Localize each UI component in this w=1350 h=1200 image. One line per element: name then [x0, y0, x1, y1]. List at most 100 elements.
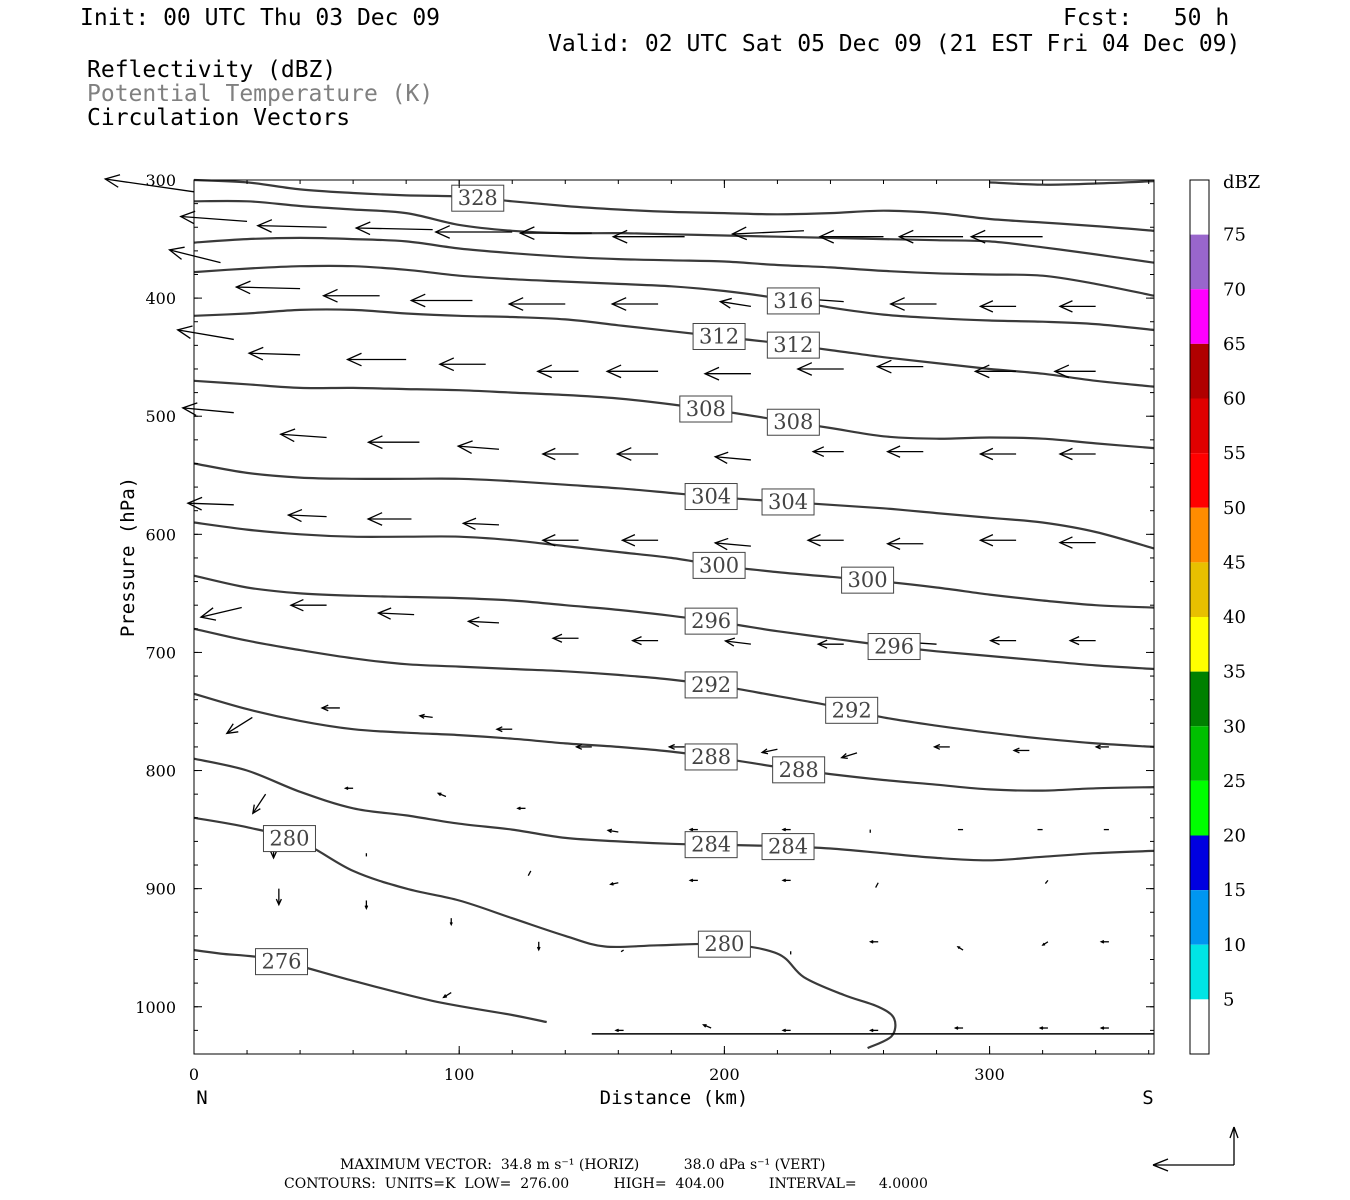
- vector-arrowhead: [688, 827, 694, 832]
- colorbar-segment: [1190, 234, 1209, 290]
- theta-contour-280: [193, 816, 897, 1050]
- contour-label-box: [841, 566, 895, 594]
- colorbar-tick-5: 5: [1223, 989, 1234, 1010]
- vector-arrowhead: [760, 748, 769, 755]
- y-axis-title: Pressure (hPa): [117, 477, 139, 637]
- vector-arrowhead: [366, 435, 383, 450]
- contour-labels: 276 280 280 284 284 288 288 292 292 296 296 300 300 3…: [255, 184, 921, 976]
- theta-contour-300: [193, 521, 1155, 609]
- vector-arrowhead: [1012, 747, 1020, 754]
- vector-arrowhead: [730, 226, 748, 241]
- field-label-theta: Potential Temperature (K): [87, 81, 434, 107]
- contour-label-280: 280: [704, 932, 744, 956]
- contour-label-box: [262, 825, 316, 853]
- contour-label-box: [692, 322, 746, 350]
- vector-arrowhead: [932, 743, 941, 750]
- colorbar-segment: [1190, 999, 1209, 1054]
- circulation-vector: [458, 445, 500, 450]
- theta-contour-276: [193, 949, 547, 1024]
- colorbar-segment: [1190, 507, 1209, 563]
- vector-arrowhead: [781, 827, 786, 832]
- vector-arrowhead: [667, 743, 675, 750]
- theta-contours: [193, 178, 1155, 1050]
- vector-arrowhead: [1099, 939, 1105, 944]
- vector-arrowhead: [885, 537, 901, 550]
- x-tick-label-200: 200: [709, 1065, 740, 1084]
- contour-label-312: 312: [773, 333, 813, 357]
- vector-arrowhead: [516, 806, 521, 811]
- vector-arrowhead: [366, 512, 383, 526]
- plot-frame: [193, 179, 1155, 1055]
- contour-label-300: 300: [699, 553, 739, 577]
- colorbar-tick-75: 75: [1223, 225, 1246, 246]
- vector-arrowhead: [186, 496, 203, 511]
- dbz-colorbar: dBZ 5 10 15 20 25 30 35 40 45 50 55 60 65 70 75: [1189, 172, 1260, 1055]
- vector-arrowhead: [354, 221, 371, 236]
- valid-time: Valid: 02 UTC Sat 05 Dec 09 (21 EST Fri …: [548, 31, 1241, 57]
- vector-arrowhead: [718, 297, 732, 309]
- vector-arrowhead: [321, 288, 338, 303]
- vector-arrowhead: [286, 508, 303, 523]
- circulation-vectors: [103, 174, 1109, 1033]
- vector-arrowhead: [574, 743, 583, 750]
- contour-label-box: [679, 395, 733, 423]
- theta-contour-308: [193, 379, 1155, 450]
- theta-contour-320: [193, 236, 1155, 297]
- vector-arrowhead: [1068, 636, 1080, 646]
- circulation-vector: [527, 870, 532, 877]
- x-tick-label-0: 0: [189, 1065, 199, 1084]
- circulation-vector: [236, 286, 301, 290]
- vector-arrowhead: [536, 946, 541, 952]
- vector-arrowhead: [818, 229, 835, 244]
- contour-label-300: 300: [848, 568, 888, 592]
- vector-arrowhead: [247, 346, 264, 361]
- vector-arrowhead: [1038, 1026, 1044, 1030]
- vector-arrowhead: [436, 792, 442, 797]
- colorbar-segment: [1190, 617, 1209, 672]
- vector-arrowhead: [631, 636, 642, 646]
- circulation-vector: [1044, 879, 1049, 884]
- colorbar-tick-45: 45: [1223, 552, 1246, 573]
- contour-label-296: 296: [874, 635, 914, 659]
- contour-label-box: [684, 831, 738, 859]
- circulation-vector: [468, 620, 500, 624]
- vector-arrowhead: [449, 922, 453, 927]
- circulation-vector: [169, 249, 221, 264]
- vector-arrowhead: [897, 229, 914, 244]
- vector-arrowhead: [796, 362, 813, 376]
- vector-arrowhead: [969, 229, 986, 244]
- contour-label-292: 292: [691, 673, 731, 697]
- vector-arrowhead: [256, 219, 273, 233]
- colorbar-segment: [1190, 671, 1209, 727]
- vector-arrowhead: [620, 534, 636, 547]
- y-tick-label-600: 600: [145, 525, 176, 544]
- contour-label-288: 288: [779, 758, 819, 782]
- vector-arrowhead: [611, 229, 628, 244]
- circulation-vector: [180, 215, 248, 222]
- vector-arrowhead: [541, 534, 556, 547]
- vector-arrowhead: [688, 878, 694, 883]
- vector-arrowhead: [609, 882, 614, 886]
- vector-arrowhead: [989, 636, 1000, 646]
- circulation-vector: [105, 178, 195, 193]
- circulation-vector: [226, 716, 253, 734]
- x-tick-label-100: 100: [444, 1065, 475, 1084]
- circulation-vector: [249, 352, 301, 356]
- vector-arrowhead: [889, 297, 905, 311]
- colorbar-title: dBZ: [1223, 172, 1260, 193]
- vector-arrowhead: [605, 364, 622, 379]
- circulation-vector: [187, 502, 234, 506]
- y-tick-label-300: 300: [145, 171, 176, 190]
- vector-arrowhead: [518, 226, 535, 241]
- contour-label-276: 276: [261, 950, 301, 974]
- vector-arrowhead: [275, 898, 282, 907]
- colorbar-border: [1189, 179, 1210, 1055]
- colorbar-tick-50: 50: [1223, 498, 1246, 519]
- vector-arrowhead: [418, 713, 425, 719]
- vector-arrowhead: [840, 753, 848, 759]
- y-tick-label-400: 400: [145, 289, 176, 308]
- vector-arrowhead: [179, 210, 196, 225]
- theta-contour-292: [193, 627, 1155, 748]
- y-tick-label-700: 700: [145, 643, 176, 662]
- vector-arrowhead: [723, 637, 736, 647]
